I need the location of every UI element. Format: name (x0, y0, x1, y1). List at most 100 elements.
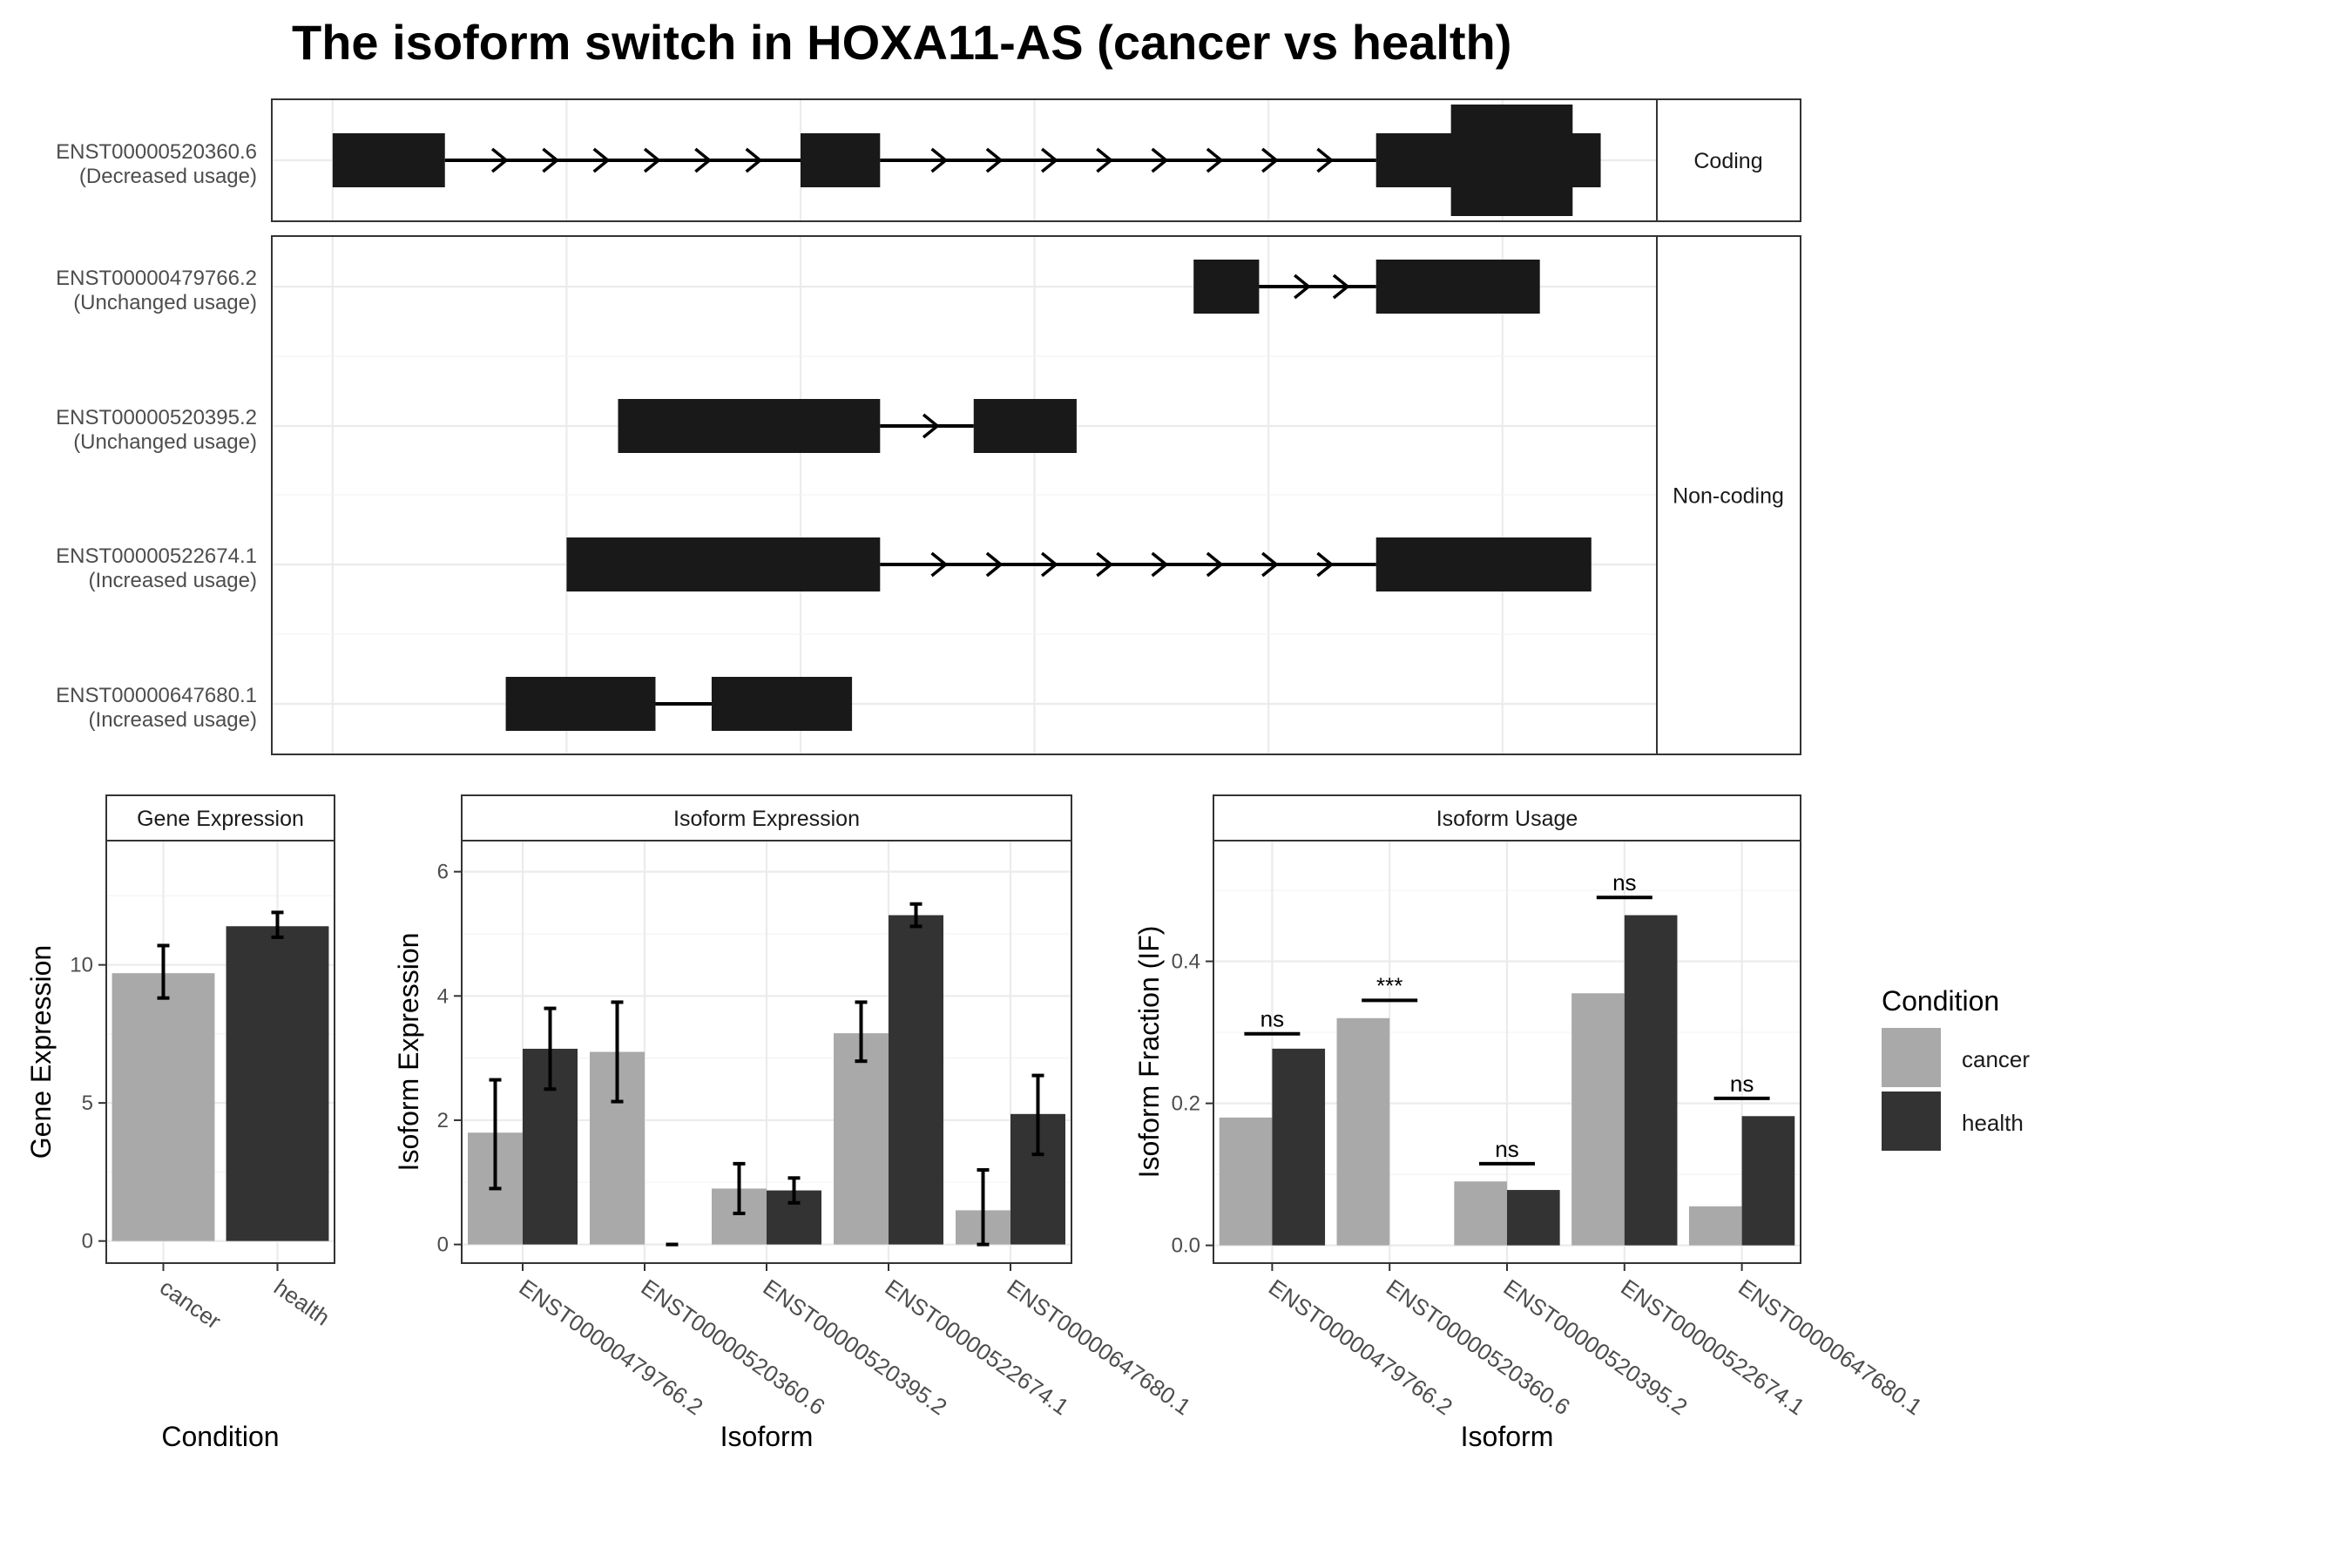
bar-health (1741, 1116, 1795, 1246)
panel-strip (461, 794, 1072, 841)
exon (566, 537, 881, 591)
exon (618, 399, 881, 453)
strand-arrow (985, 147, 1004, 173)
y-tick-label: 0.2 (1172, 1092, 1200, 1116)
exon (800, 133, 881, 187)
strand-arrow (592, 147, 611, 173)
y-tick-label: 0 (437, 1233, 449, 1257)
strand-arrow (930, 147, 949, 173)
significance-label: *** (1376, 972, 1402, 998)
legend-key-health (1882, 1092, 1941, 1151)
strand-arrow (745, 147, 763, 173)
panel-strip (1213, 794, 1801, 841)
y-tick-label: 0.4 (1172, 950, 1200, 974)
legend-key-cancer (1882, 1028, 1941, 1087)
bar-cancer (1571, 993, 1625, 1246)
strand-arrow (1261, 551, 1279, 578)
panel-strip (105, 794, 335, 841)
strand-arrow (1294, 274, 1311, 300)
facet-strip (1656, 98, 1801, 222)
y-tick-label: 4 (437, 984, 449, 1008)
y-tick-label: 2 (437, 1109, 449, 1132)
strand-arrow (1151, 551, 1169, 578)
legend-label-cancer: cancer (1962, 1046, 2030, 1072)
x-tick-label: health (269, 1274, 335, 1330)
bar-health (1624, 915, 1678, 1246)
strand-arrow (542, 147, 560, 173)
transcript-id-label: ENST00000647680.1 (56, 684, 257, 707)
significance-label: ns (1730, 1071, 1754, 1097)
bar-health (1507, 1190, 1560, 1246)
facet-strip (1656, 235, 1801, 755)
strand-arrow (985, 551, 1004, 578)
panel-strip-label: Isoform Usage (1436, 807, 1578, 831)
x-tick-label: ENST00000647680.1 (1734, 1274, 1927, 1420)
strand-arrow (643, 147, 661, 173)
y-tick-label: 5 (82, 1092, 93, 1115)
y-tick-label: 0.0 (1172, 1234, 1200, 1258)
significance-label: ns (1612, 869, 1636, 896)
condition-legend: Condition cancer health (1882, 985, 2030, 1151)
significance-label: ns (1495, 1136, 1518, 1162)
exon (973, 399, 1077, 453)
gene-expression-panel: Gene Expression 0 5 10 cancer health Condition… (25, 794, 335, 1452)
strand-arrow (1316, 551, 1335, 578)
bar-cancer (1336, 1017, 1390, 1246)
transcript-usage-label: (Unchanged usage) (73, 430, 257, 454)
transcript-ENST00000647680.1 (505, 677, 853, 731)
transcript-id-label: ENST00000479766.2 (56, 267, 257, 290)
exon (1193, 260, 1260, 314)
exon (332, 133, 445, 187)
y-axis-title: Isoform Fraction (IF) (1133, 926, 1165, 1179)
transcript-ENST00000520360.6 (332, 105, 1601, 216)
strand-arrow (1206, 551, 1224, 578)
panel-border (105, 840, 335, 1264)
y-axis-title: Gene Expression (25, 945, 57, 1159)
strand-arrow (1261, 147, 1279, 173)
transcript-usage-label: (Increased usage) (89, 708, 257, 732)
strand-arrow (922, 413, 940, 439)
transcript-id-label: ENST00000520360.6 (56, 140, 257, 164)
x-tick-label: cancer (155, 1274, 226, 1335)
strand-arrow (1332, 274, 1350, 300)
panel-strip-label: Gene Expression (137, 807, 304, 831)
transcript-id-label: ENST00000522674.1 (56, 544, 257, 568)
bar-health (226, 926, 329, 1241)
strand-arrow (1096, 551, 1114, 578)
transcript-structure-panel: ENST00000520360.6(Decreased usage) ENST00… (56, 98, 1801, 755)
y-tick-label: 0 (82, 1230, 93, 1254)
transcript-ENST00000520395.2 (618, 399, 1077, 453)
y-tick-label: 6 (437, 861, 449, 884)
facet-strip-label: Coding (1693, 149, 1762, 173)
strand-arrow (1096, 147, 1114, 173)
bar-cancer (1219, 1117, 1273, 1246)
bar-cancer (1454, 1181, 1507, 1246)
x-axis-title: Condition (161, 1421, 279, 1452)
exon (1375, 537, 1592, 591)
transcript-usage-label: (Unchanged usage) (73, 291, 257, 314)
y-tick-label: 10 (70, 954, 93, 977)
bar-health (889, 915, 943, 1245)
exon (505, 677, 656, 731)
strand-arrow (694, 147, 713, 173)
bar-health (1272, 1048, 1326, 1246)
bar-cancer (1688, 1206, 1742, 1246)
legend-label-health: health (1962, 1110, 2024, 1136)
bar-cancer (112, 973, 215, 1241)
strand-arrow (1041, 551, 1058, 578)
exon (711, 677, 853, 731)
transcript-usage-label: (Increased usage) (89, 569, 257, 592)
strand-arrow (1316, 147, 1335, 173)
transcript-id-label: ENST00000520395.2 (56, 406, 257, 429)
strand-arrow (1041, 147, 1058, 173)
isoform-usage-panel: Isoform Usage ns *** ns ns ns 0.0 0.2 0.4 ENST000… (1133, 794, 1927, 1452)
cds-region (1450, 105, 1573, 216)
transcript-ENST00000522674.1 (566, 537, 1592, 591)
strand-arrow (1151, 147, 1169, 173)
exon (1375, 260, 1540, 314)
x-axis-title: Isoform (1461, 1421, 1554, 1452)
significance-label: ns (1260, 1006, 1284, 1032)
figure-title: The isoform switch in HOXA11-AS (cancer … (292, 15, 1511, 70)
strand-arrow (1206, 147, 1224, 173)
